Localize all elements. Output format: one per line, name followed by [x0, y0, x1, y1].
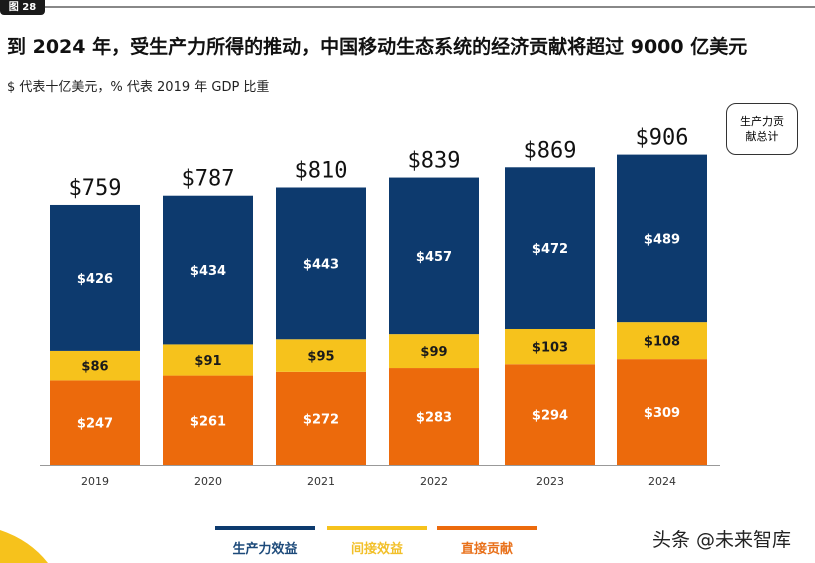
bar-segment-2024-0 — [617, 359, 707, 465]
total-label: $759 — [69, 176, 122, 201]
bar-segment-2019-2 — [50, 204, 140, 351]
bar-segment-2020-1 — [163, 344, 253, 376]
bar-segment-2022-1 — [389, 334, 479, 369]
top-divider — [45, 6, 815, 8]
bar-segment-2024-1 — [617, 322, 707, 360]
data-label: $103 — [532, 341, 568, 356]
total-label: $839 — [408, 149, 461, 174]
bar-segment-2024-2 — [617, 154, 707, 323]
data-label: $91 — [194, 354, 221, 369]
x-tick-label: 2020 — [194, 475, 222, 488]
x-tick-label: 2024 — [648, 475, 676, 488]
data-label: $457 — [416, 250, 452, 265]
total-label: $906 — [636, 126, 689, 151]
x-tick-label: 2019 — [81, 475, 109, 488]
bar-segment-2022-0 — [389, 368, 479, 465]
figure-label: 图 28 — [0, 0, 45, 15]
bar-segment-2019-0 — [50, 380, 140, 465]
bar-segment-2020-0 — [163, 375, 253, 465]
watermark: 头条 @未来智库 — [652, 529, 792, 551]
legend-label: 间接效益 — [350, 542, 403, 557]
data-label: $309 — [644, 406, 680, 421]
legend-item: 间接效益 — [327, 526, 427, 557]
data-label: $434 — [190, 264, 226, 279]
bar-segment-2021-0 — [276, 371, 366, 465]
corner-decoration — [0, 530, 48, 563]
data-label: $489 — [644, 232, 680, 247]
callout-text: 生产力贡献总计 — [740, 115, 784, 143]
data-label: $108 — [644, 335, 680, 350]
total-label: $810 — [295, 158, 348, 183]
data-label: $86 — [81, 360, 108, 375]
legend-swatch — [215, 526, 315, 530]
data-label: $443 — [303, 257, 339, 272]
x-tick-label: 2022 — [420, 475, 448, 488]
legend-label: 直接贡献 — [460, 542, 513, 557]
data-label: $294 — [532, 409, 568, 424]
data-label: $261 — [190, 414, 226, 429]
bar-segment-2021-1 — [276, 339, 366, 372]
bar-segment-2021-2 — [276, 187, 366, 340]
legend-item: 生产力效益 — [215, 526, 315, 557]
data-label: $247 — [77, 417, 113, 432]
data-label: $99 — [420, 345, 447, 360]
x-tick-label: 2023 — [536, 475, 564, 488]
legend-label: 生产力效益 — [232, 542, 298, 557]
total-label: $869 — [524, 138, 577, 163]
bar-segment-2019-1 — [50, 350, 140, 381]
total-label: $787 — [182, 167, 235, 192]
bar-segment-2022-2 — [389, 177, 479, 335]
chart-title: 到 2024 年，受生产力所得的推动，中国移动生态系统的经济贡献将超过 9000… — [7, 36, 748, 58]
bar-segment-2023-1 — [505, 328, 595, 365]
data-label: $472 — [532, 242, 568, 257]
legend-item: 直接贡献 — [437, 526, 537, 557]
data-label: $426 — [77, 272, 113, 287]
x-tick-label: 2021 — [307, 475, 335, 488]
callout-box: 生产力贡献总计 — [726, 103, 798, 155]
legend-swatch — [437, 526, 537, 530]
bar-segment-2023-0 — [505, 364, 595, 465]
bar-segment-2023-2 — [505, 167, 595, 329]
bar-segment-2020-2 — [163, 195, 253, 345]
chart-subtitle: $ 代表十亿美元，% 代表 2019 年 GDP 比重 — [7, 80, 270, 95]
data-label: $272 — [303, 412, 339, 427]
legend-swatch — [327, 526, 427, 530]
data-label: $95 — [307, 350, 334, 365]
data-label: $283 — [416, 411, 452, 426]
